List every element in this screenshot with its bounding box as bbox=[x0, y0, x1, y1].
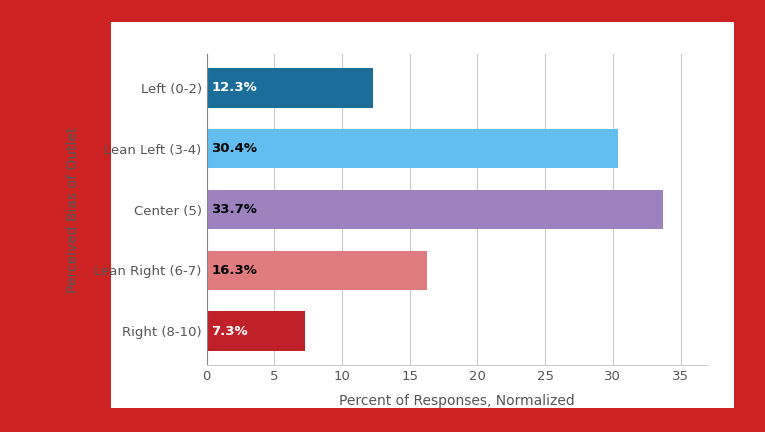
Bar bbox=[207, 311, 305, 351]
Bar bbox=[207, 129, 618, 168]
Text: 12.3%: 12.3% bbox=[211, 81, 257, 95]
Bar bbox=[207, 190, 663, 229]
Text: 33.7%: 33.7% bbox=[211, 203, 257, 216]
Bar bbox=[207, 251, 428, 290]
Y-axis label: Perceived Bias of Outlet: Perceived Bias of Outlet bbox=[67, 126, 80, 293]
Text: 7.3%: 7.3% bbox=[211, 324, 248, 338]
Text: 30.4%: 30.4% bbox=[211, 142, 257, 155]
X-axis label: Percent of Responses, Normalized: Percent of Responses, Normalized bbox=[339, 394, 575, 408]
Text: 16.3%: 16.3% bbox=[211, 264, 257, 277]
Bar bbox=[207, 68, 373, 108]
